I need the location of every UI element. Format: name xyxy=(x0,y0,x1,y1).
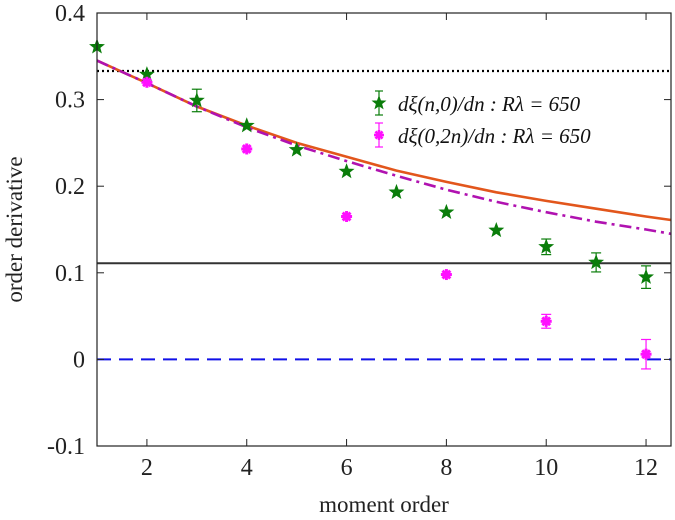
data-point-star xyxy=(638,268,654,284)
tick-labels: 2 4 6 8 10 12 -0.1 0 0.1 0.2 0.3 0.4 xyxy=(47,1,658,481)
x-tick-label: 2 xyxy=(141,455,153,481)
y-tick-label: 0.4 xyxy=(55,1,85,27)
asterisk-stroke xyxy=(641,349,651,360)
data-point-asterisk xyxy=(440,269,452,281)
reference-lines xyxy=(97,69,671,361)
data-point-star xyxy=(488,222,505,238)
data-point-star xyxy=(238,117,255,133)
data-points xyxy=(89,38,654,370)
data-point-asterisk xyxy=(141,76,153,88)
data-point-star xyxy=(438,203,455,219)
x-axis-title: moment order xyxy=(319,492,449,517)
x-tick-label: 6 xyxy=(341,455,353,481)
asterisk-stroke xyxy=(541,316,552,327)
x-tick-label: 8 xyxy=(440,455,452,481)
legend: dξ(n,0)/dn : Rλ = 650 dξ(0,2n)/dn : Rλ = … xyxy=(371,90,591,148)
data-point-asterisk xyxy=(241,143,253,155)
asterisk-stroke xyxy=(441,269,452,280)
y-tick-label: 0.3 xyxy=(55,88,85,114)
x-tick-label: 4 xyxy=(241,455,253,481)
legend-label: dξ(n,0)/dn : Rλ = 650 xyxy=(398,92,581,116)
data-point-asterisk xyxy=(341,211,353,223)
data-point-star xyxy=(538,238,555,254)
asterisk-stroke xyxy=(341,211,352,222)
data-point-star xyxy=(288,141,305,157)
y-tick-label: -0.1 xyxy=(47,434,85,460)
x-tick-label: 10 xyxy=(534,455,558,481)
y-tick-label: 0.1 xyxy=(55,261,85,287)
x-tick-label: 12 xyxy=(634,455,658,481)
asterisk-stroke xyxy=(141,77,152,88)
legend-marker-asterisk xyxy=(374,130,384,140)
data-point-star xyxy=(388,183,405,200)
data-point-star xyxy=(338,163,355,179)
data-point-asterisk xyxy=(540,315,552,327)
axis-ticks xyxy=(97,12,671,447)
data-point-asterisk xyxy=(640,348,652,360)
y-tick-label: 0.2 xyxy=(55,174,85,200)
data-point-star xyxy=(588,254,605,270)
asterisk-stroke xyxy=(241,144,252,154)
data-point-star xyxy=(188,92,205,108)
y-tick-label: 0 xyxy=(73,347,85,373)
plot-frame xyxy=(96,12,672,447)
legend-marker-star xyxy=(371,95,387,110)
legend-label: dξ(0,2n)/dn : Rλ = 650 xyxy=(398,124,591,148)
y-axis-title: order derivative xyxy=(2,156,27,302)
